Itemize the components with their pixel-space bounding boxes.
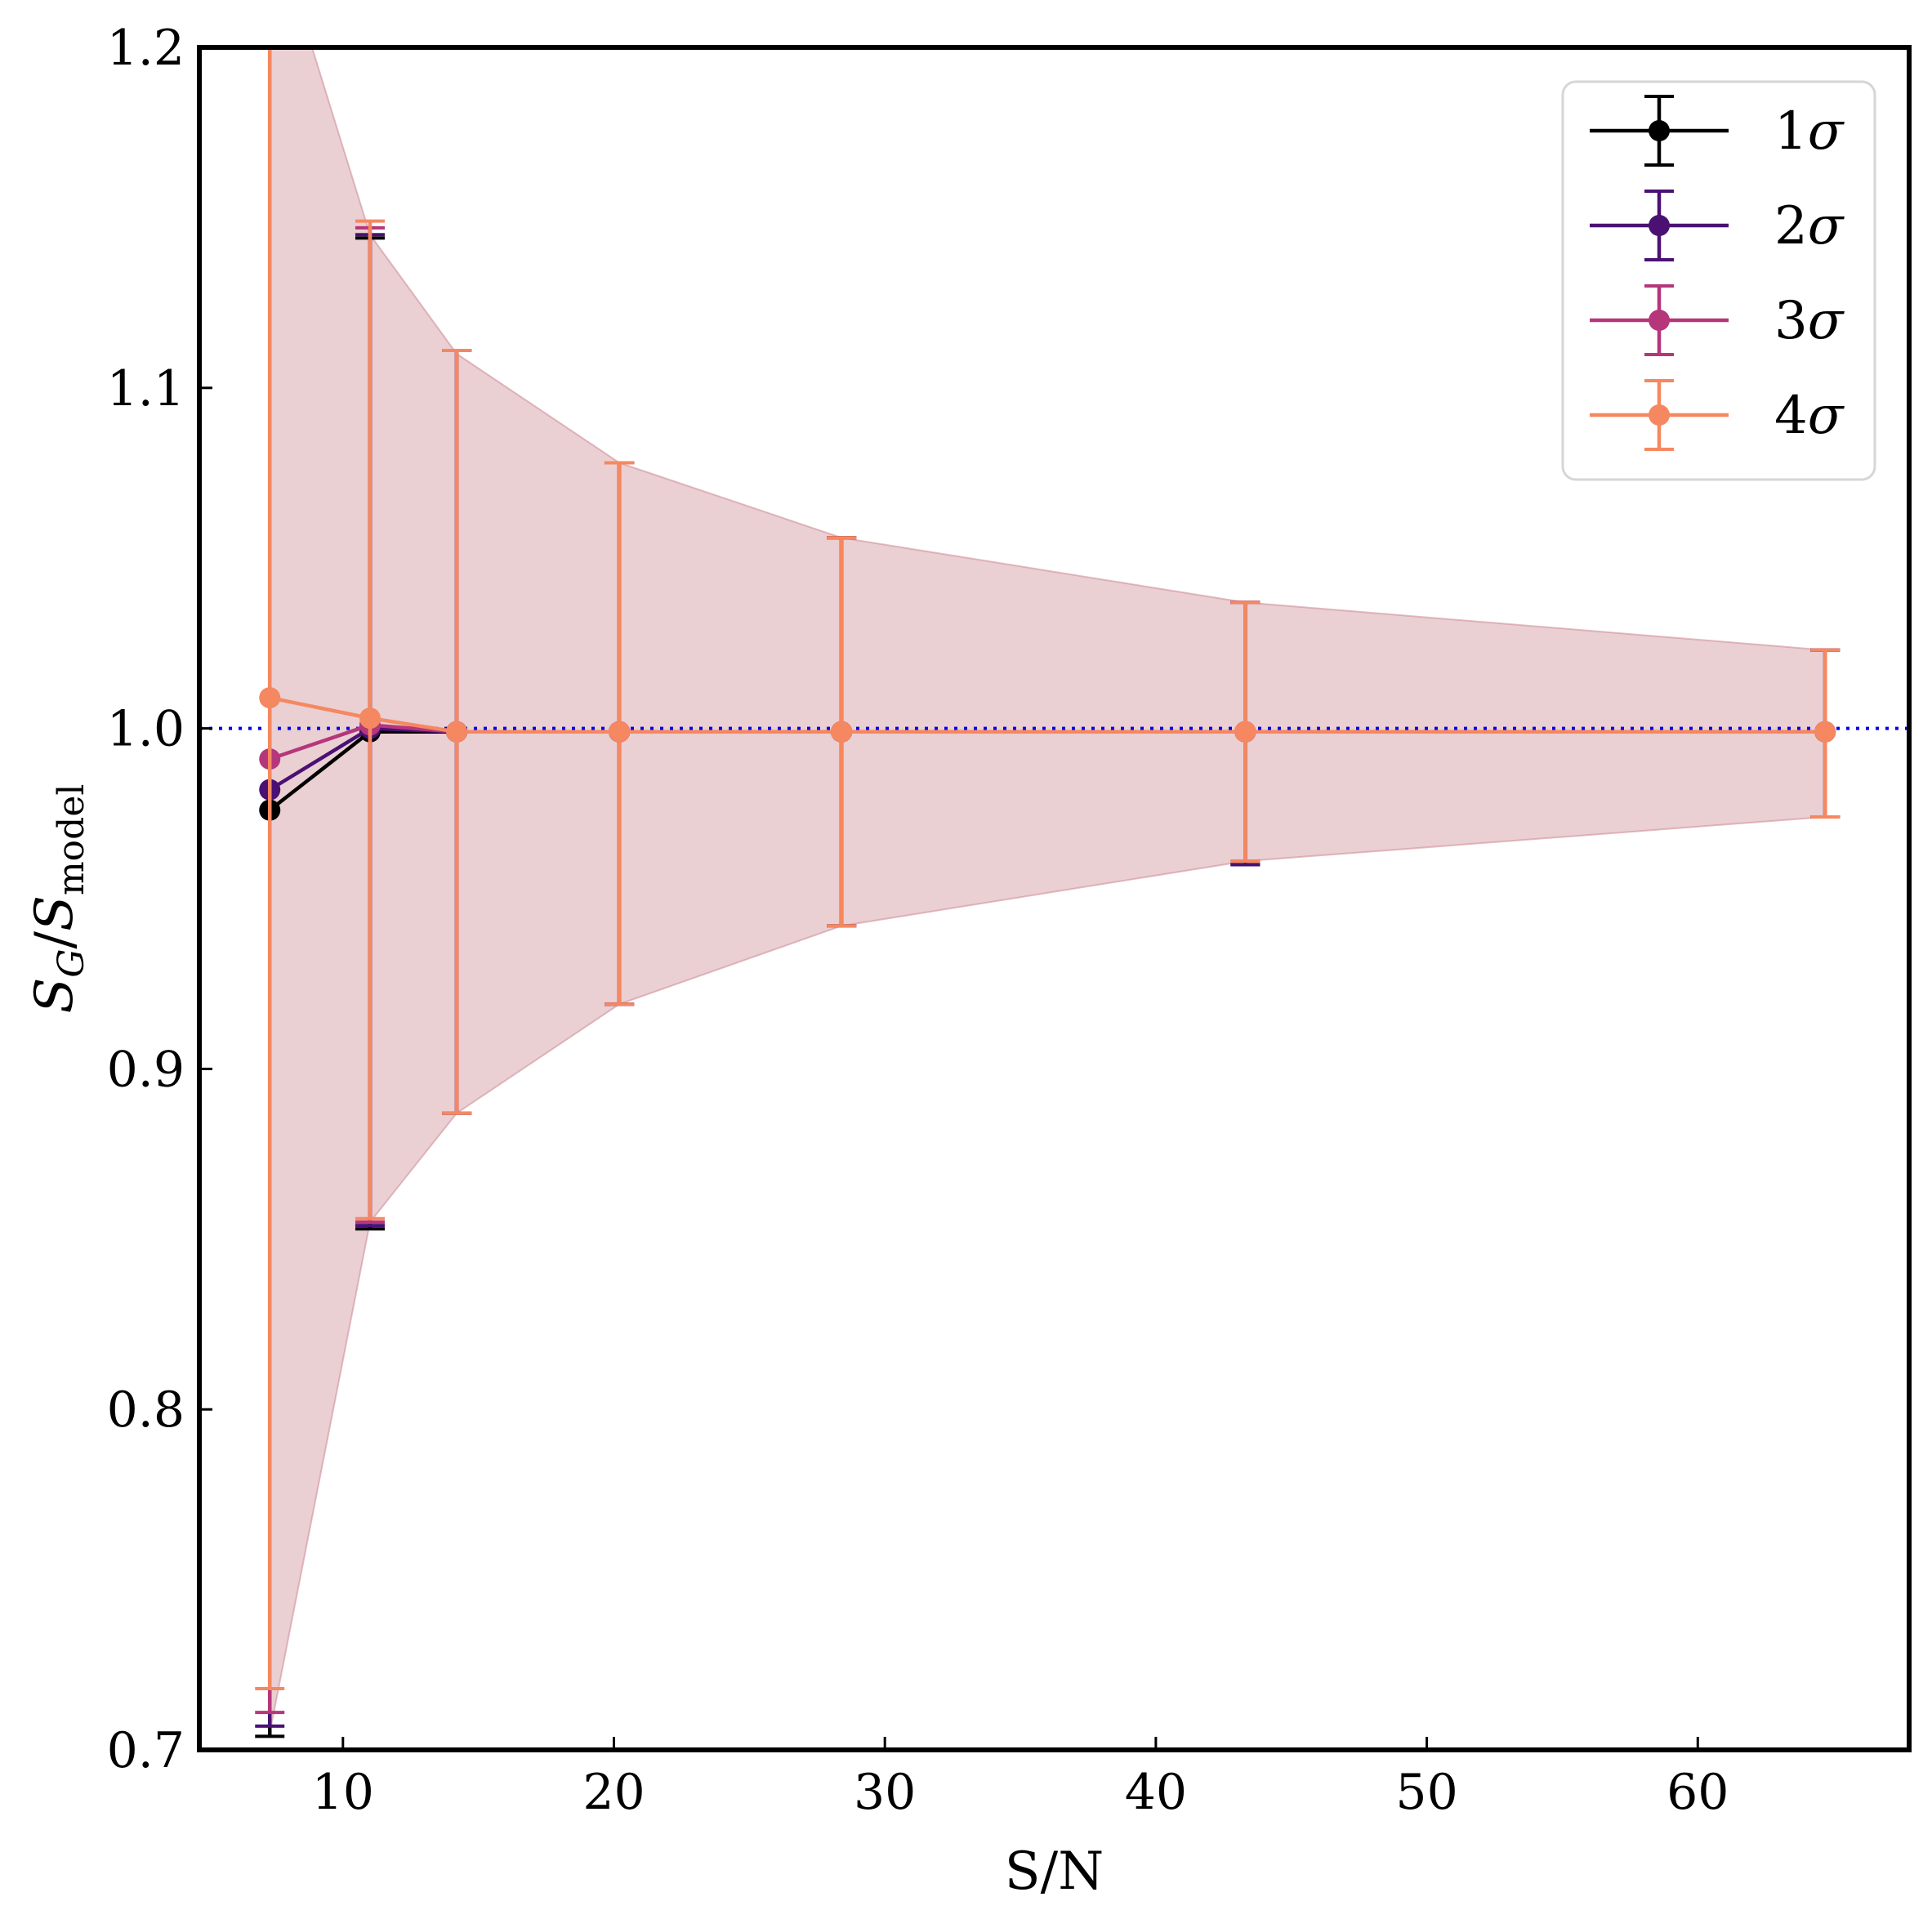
- y-tick-label: 0.7: [107, 1722, 185, 1779]
- y-tick-label: 1.0: [107, 701, 185, 758]
- y-axis-label-main: S: [25, 978, 85, 1014]
- x-tick-label: 20: [582, 1764, 645, 1821]
- legend-label-sigma: σ: [1808, 101, 1845, 162]
- legend-item-2: 2σ: [1590, 190, 1845, 261]
- data-point: [359, 707, 381, 730]
- x-tick-label: 30: [854, 1764, 916, 1821]
- data-point: [609, 721, 631, 743]
- legend-label: 1σ: [1774, 101, 1845, 162]
- data-point: [1814, 721, 1836, 743]
- series-4: [255, 47, 1841, 1690]
- y-axis-label-slash: /: [25, 931, 85, 948]
- data-point: [259, 687, 281, 709]
- legend-label: 4σ: [1774, 386, 1845, 446]
- legend-label-number: 1: [1774, 101, 1808, 162]
- y-tick-label: 1.1: [107, 360, 185, 417]
- data-point: [1234, 721, 1256, 743]
- data-point: [446, 721, 468, 743]
- legend-label: 3σ: [1774, 291, 1845, 351]
- y-tick-label: 1.2: [107, 20, 185, 77]
- legend-marker: [1649, 310, 1670, 331]
- y-axis-label-sub-g: G: [51, 948, 92, 977]
- y-axis-label-sub-model: model: [51, 784, 92, 896]
- legend-label-sigma: σ: [1808, 386, 1845, 446]
- legend-item-3: 3σ: [1590, 284, 1845, 356]
- legend-marker: [1649, 404, 1670, 426]
- x-axis-label: S/N: [1005, 1841, 1104, 1902]
- data-point: [831, 721, 853, 743]
- y-axis-label-main-2: S: [25, 895, 85, 931]
- legend-item-4: 4σ: [1590, 379, 1845, 451]
- legend-label-sigma: σ: [1808, 291, 1845, 351]
- y-axis-label: SG/Smodel: [25, 784, 92, 1014]
- legend-label-sigma: σ: [1808, 196, 1845, 257]
- legend-box: [1561, 80, 1876, 481]
- x-tick-label: 60: [1667, 1764, 1729, 1821]
- y-tick-label: 0.8: [107, 1381, 185, 1439]
- legend-item-1: 1σ: [1590, 95, 1845, 167]
- y-tick-label: 0.9: [107, 1041, 185, 1098]
- legend-marker: [1649, 120, 1670, 141]
- legend-label-number: 2: [1774, 196, 1808, 257]
- legend-label: 2σ: [1774, 196, 1845, 257]
- x-tick-label: 50: [1395, 1764, 1457, 1821]
- x-tick-label: 10: [312, 1764, 374, 1821]
- legend-label-number: 3: [1774, 291, 1808, 351]
- plot-frame: [197, 45, 1912, 1752]
- x-tick-label: 40: [1125, 1764, 1187, 1821]
- legend-label-number: 4: [1774, 386, 1808, 446]
- legend-marker: [1649, 215, 1670, 236]
